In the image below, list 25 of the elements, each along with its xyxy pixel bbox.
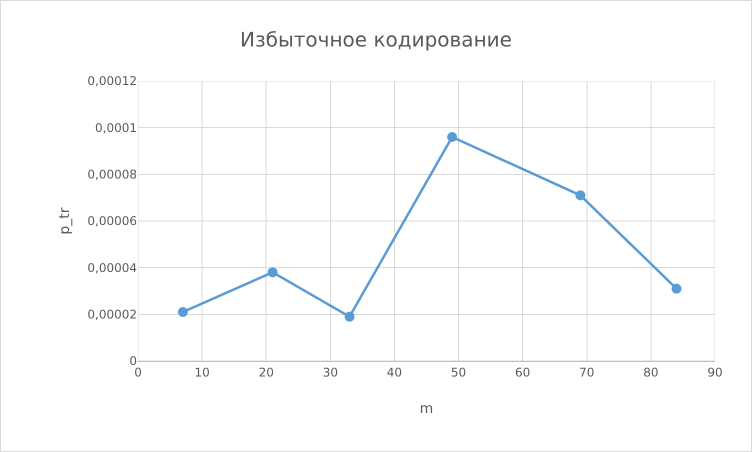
x-tick-label: 30 <box>322 365 338 380</box>
y-tick-label: 0,00004 <box>87 260 137 275</box>
x-tick-label: 70 <box>579 365 594 380</box>
x-tick-label: 40 <box>386 365 402 380</box>
point <box>268 267 278 278</box>
point <box>672 284 682 294</box>
x-tick-label: 20 <box>258 365 274 380</box>
x-tick-label: 50 <box>450 365 466 380</box>
x-tick-label: 90 <box>707 365 723 380</box>
y-tick-label: 0,00006 <box>87 214 137 228</box>
y-tick-label: 0,00008 <box>87 168 137 182</box>
y-tick-label: 0,0001 <box>95 120 137 135</box>
point <box>575 190 586 200</box>
x-tick-label: 60 <box>515 365 530 380</box>
y-tick-label: 0,00012 <box>87 74 137 88</box>
x-axis-title: m <box>420 401 434 417</box>
x-tick-label: 80 <box>643 365 659 380</box>
point <box>447 132 458 142</box>
y-tick-label: 0 <box>129 354 137 368</box>
point <box>178 307 188 317</box>
chart-title: Избыточное кодирование <box>240 28 512 52</box>
y-axis-title: p_tr <box>56 207 73 235</box>
x-tick-label: 10 <box>194 365 210 380</box>
point <box>344 312 355 322</box>
y-tick-label: 0,00002 <box>87 308 137 322</box>
